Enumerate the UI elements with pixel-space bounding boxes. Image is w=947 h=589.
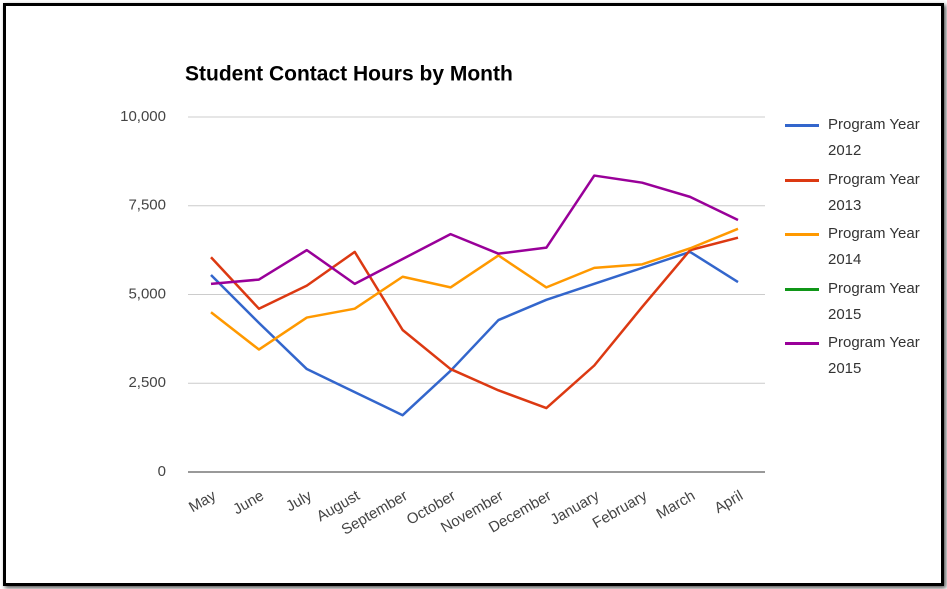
- series-line: [210, 174, 739, 286]
- legend-label: Program Year 2015: [828, 334, 920, 377]
- legend-swatch: [785, 342, 819, 345]
- x-tick-label: March: [653, 487, 698, 523]
- y-tick-label: 0: [158, 463, 166, 480]
- legend-swatch: [785, 124, 819, 127]
- legend-swatch: [785, 178, 819, 182]
- legend-swatch: [785, 287, 819, 291]
- series-line: [210, 236, 739, 410]
- legend-label: Program Year 2013: [828, 170, 920, 214]
- x-tick-label: May: [186, 487, 219, 516]
- y-tick-label: 5,000: [128, 285, 166, 302]
- legend-label: Program Year 2015: [828, 279, 920, 323]
- x-tick-label: April: [711, 487, 745, 517]
- chart-title: Student Contact Hours by Month: [185, 63, 513, 86]
- y-tick-label: 7,500: [128, 197, 166, 214]
- series-line: [210, 250, 739, 417]
- x-tick-label: July: [283, 487, 315, 515]
- legend-swatch: [785, 233, 819, 236]
- y-tick-label: 2,500: [128, 374, 166, 391]
- legend-label: Program Year 2012: [828, 116, 920, 159]
- series-line: [210, 227, 739, 351]
- x-tick-label: February: [590, 487, 651, 532]
- y-tick-label: 10,000: [120, 108, 166, 125]
- x-tick-label: June: [230, 487, 267, 518]
- legend-label: Program Year 2014: [828, 225, 920, 268]
